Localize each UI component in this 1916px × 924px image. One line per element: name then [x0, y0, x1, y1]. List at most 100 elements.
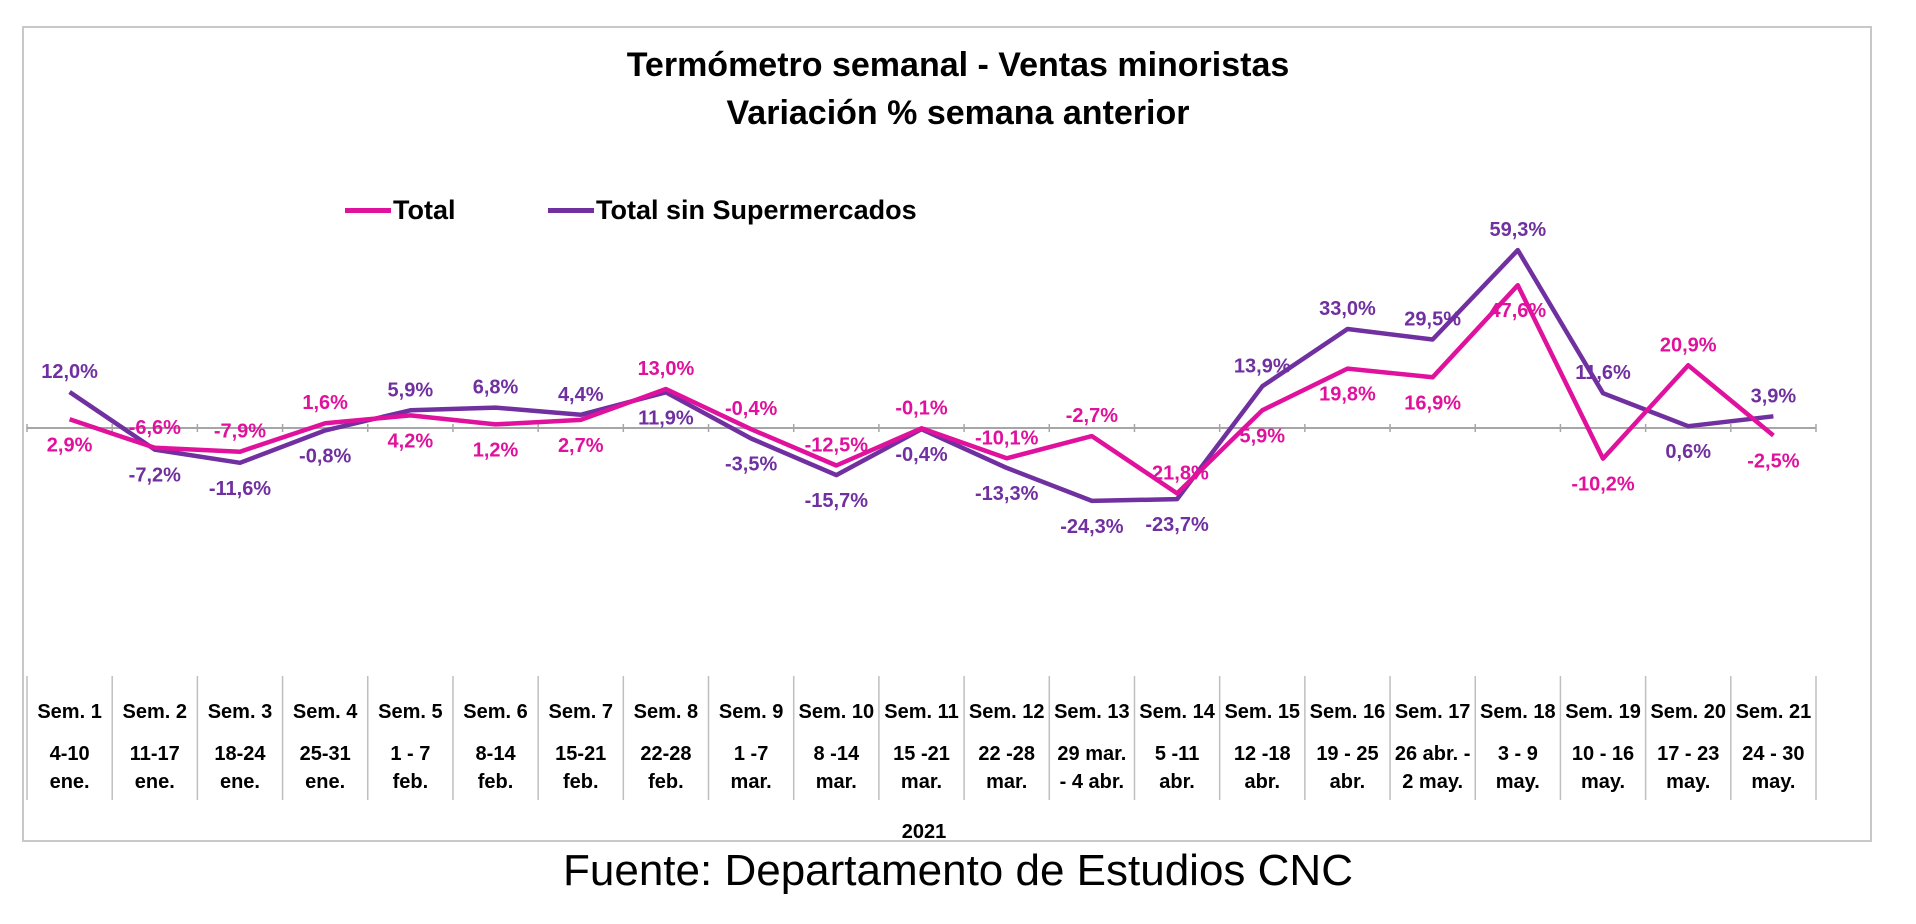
data-label-sin-supermercados: -11,6% — [209, 478, 271, 500]
category-date-label: 24 - 30 — [1742, 743, 1804, 765]
category-date-label: 25-31 — [300, 743, 351, 765]
category-date-label: 15-21 — [555, 743, 606, 765]
category-week-label: Sem. 7 — [548, 701, 612, 723]
data-label-total: 13,0% — [638, 358, 695, 380]
category-date-label: abr. — [1244, 771, 1280, 793]
category-date-label: 29 mar. — [1057, 743, 1126, 765]
data-label-total: -2,5% — [1747, 451, 1799, 473]
category-date-label: 2 may. — [1402, 771, 1463, 793]
data-label-sin-supermercados: -7,2% — [129, 465, 181, 487]
category-date-label: mar. — [816, 771, 857, 793]
data-label-sin-supermercados: 4,4% — [558, 384, 604, 406]
data-label-total: 5,9% — [1239, 425, 1285, 447]
category-date-label: 11-17 — [130, 743, 180, 765]
category-date-label: 19 - 25 — [1316, 743, 1378, 765]
legend-swatch-total — [345, 207, 391, 213]
category-date-label: ene. — [220, 771, 260, 793]
chart-subtitle: Variación % semana anterior — [726, 94, 1190, 132]
category-date-label: 5 -11 — [1155, 743, 1199, 765]
data-label-sin-supermercados: 59,3% — [1489, 219, 1546, 241]
category-date-label: 26 abr. - — [1395, 743, 1471, 765]
category-week-label: Sem. 1 — [37, 701, 101, 723]
chart-title: Termómetro semanal - Ventas minoristas — [626, 46, 1290, 84]
data-label-total: -7,9% — [214, 421, 266, 443]
category-date-label: - 4 abr. — [1060, 771, 1124, 793]
category-week-label: Sem. 5 — [378, 701, 442, 723]
series-line-total — [68, 282, 1775, 496]
category-date-label: may. — [1751, 771, 1795, 793]
data-label-sin-supermercados: -15,7% — [805, 490, 869, 512]
category-date-label: mar. — [901, 771, 942, 793]
category-date-label: may. — [1581, 771, 1625, 793]
data-label-sin-supermercados: -0,4% — [895, 444, 947, 466]
category-date-label: mar. — [731, 771, 772, 793]
data-label-sin-supermercados: 33,0% — [1319, 298, 1376, 320]
data-label-total: 2,9% — [47, 434, 93, 456]
legend-label-total: Total — [393, 194, 456, 225]
data-label-total: -0,1% — [895, 397, 947, 419]
category-week-label: Sem. 2 — [123, 701, 187, 723]
category-date-label: 1 -7 — [734, 743, 768, 765]
data-label-total: -10,2% — [1571, 474, 1635, 496]
data-label-sin-supermercados: 5,9% — [388, 379, 434, 401]
data-label-sin-supermercados: 3,9% — [1751, 385, 1797, 407]
category-date-label: feb. — [393, 771, 429, 793]
category-date-label: 1 - 7 — [390, 743, 430, 765]
data-label-sin-supermercados: -0,8% — [299, 445, 351, 467]
category-date-label: 17 - 23 — [1657, 743, 1719, 765]
category-week-label: Sem. 18 — [1480, 701, 1556, 723]
category-week-label: Sem. 6 — [463, 701, 527, 723]
legend-label-sin-supermercados: Total sin Supermercados — [596, 194, 917, 225]
category-date-label: 3 - 9 — [1498, 743, 1538, 765]
category-date-label: 10 - 16 — [1572, 743, 1634, 765]
category-week-label: Sem. 21 — [1736, 701, 1812, 723]
category-date-label: ene. — [305, 771, 345, 793]
category-date-label: feb. — [478, 771, 514, 793]
category-week-label: Sem. 16 — [1310, 701, 1386, 723]
category-week-label: Sem. 13 — [1054, 701, 1130, 723]
data-label-total: 16,9% — [1404, 392, 1461, 414]
category-date-label: 4-10 — [50, 743, 90, 765]
data-label-total: 1,2% — [473, 439, 519, 461]
category-date-label: may. — [1666, 771, 1710, 793]
category-date-label: abr. — [1159, 771, 1195, 793]
category-week-label: Sem. 8 — [634, 701, 698, 723]
data-label-sin-supermercados: -3,5% — [725, 454, 777, 476]
data-label-total: 47,6% — [1489, 300, 1546, 322]
category-week-label: Sem. 17 — [1395, 701, 1471, 723]
category-week-label: Sem. 12 — [969, 701, 1045, 723]
category-date-label: may. — [1496, 771, 1540, 793]
chart-frame — [22, 26, 1872, 842]
category-date-label: ene. — [50, 771, 90, 793]
data-label-total: -0,4% — [725, 398, 777, 420]
legend-swatch-sin-supermercados — [548, 207, 594, 213]
category-date-label: mar. — [986, 771, 1027, 793]
legend-item-total: Total — [345, 192, 456, 228]
data-label-sin-supermercados: 6,8% — [473, 377, 519, 399]
category-date-label: ene. — [135, 771, 175, 793]
data-label-total: 4,2% — [388, 430, 434, 452]
data-label-total: 20,9% — [1660, 334, 1717, 356]
category-week-label: Sem. 4 — [293, 701, 358, 723]
data-label-sin-supermercados: 0,6% — [1665, 441, 1711, 463]
category-date-label: 8-14 — [476, 743, 517, 765]
year-label: 2021 — [902, 821, 947, 843]
data-label-total: -6,6% — [129, 417, 181, 439]
category-week-label: Sem. 10 — [799, 701, 875, 723]
data-label-sin-supermercados: -13,3% — [975, 483, 1039, 505]
category-week-label: Sem. 14 — [1139, 701, 1215, 723]
data-label-sin-supermercados: 11,9% — [638, 407, 694, 429]
category-date-label: 22 -28 — [978, 743, 1035, 765]
data-label-total: -12,5% — [805, 435, 869, 457]
category-date-label: 22-28 — [640, 743, 691, 765]
data-label-sin-supermercados: -23,7% — [1145, 514, 1209, 536]
category-week-label: Sem. 11 — [884, 701, 959, 723]
data-label-sin-supermercados: 12,0% — [41, 361, 98, 383]
legend-item-sin-supermercados: Total sin Supermercados — [548, 192, 917, 228]
category-week-label: Sem. 3 — [208, 701, 272, 723]
category-date-label: feb. — [563, 771, 599, 793]
data-label-sin-supermercados: 13,9% — [1234, 355, 1291, 377]
source-note: Fuente: Departamento de Estudios CNC — [563, 846, 1353, 895]
category-date-label: feb. — [648, 771, 684, 793]
category-date-label: 15 -21 — [893, 743, 950, 765]
